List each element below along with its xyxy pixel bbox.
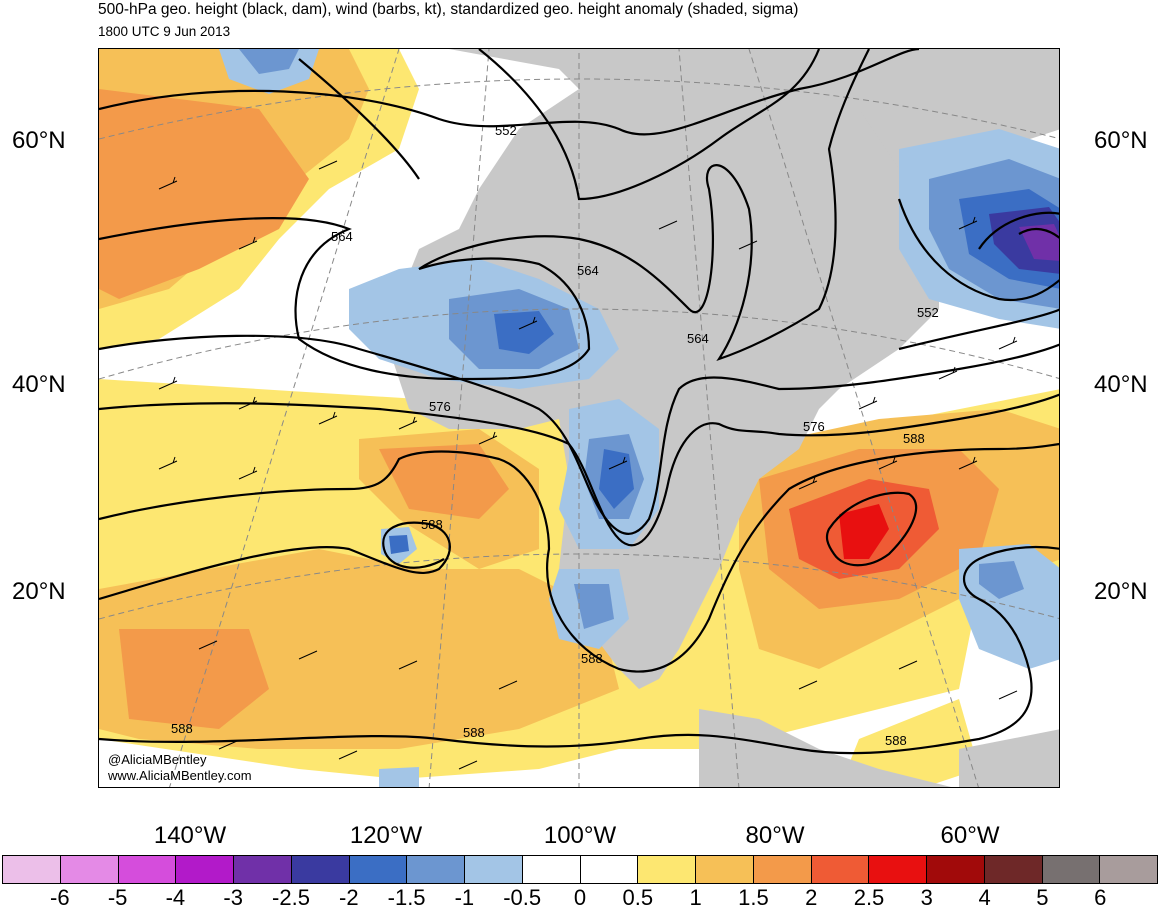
lat-label-left-40: 40°N bbox=[12, 371, 66, 398]
colorbar-label: 1.5 bbox=[738, 885, 769, 910]
colorbar-swatch bbox=[349, 856, 408, 883]
lon-label-100w: 100°W bbox=[543, 822, 617, 849]
anomaly-colorbar bbox=[2, 855, 1158, 884]
lat-label-right-40: 40°N bbox=[1094, 371, 1148, 398]
colorbar-swatch bbox=[60, 856, 119, 883]
colorbar-swatch bbox=[753, 856, 812, 883]
lat-label-right-60: 60°N bbox=[1094, 127, 1148, 154]
lon-label-140w: 140°W bbox=[153, 822, 227, 849]
contour-label: 576 bbox=[429, 399, 451, 414]
contour-label: 588 bbox=[421, 517, 443, 532]
colorbar-label: 1 bbox=[689, 885, 702, 910]
colorbar-label: 2.5 bbox=[853, 885, 885, 910]
colorbar-label: -4 bbox=[165, 885, 186, 910]
colorbar-label: 5 bbox=[1036, 885, 1049, 910]
colorbar-label: 4 bbox=[978, 885, 991, 910]
negative-anomaly-layer bbox=[219, 49, 1059, 787]
colorbar-label: -2.5 bbox=[272, 885, 310, 910]
contour-labels: 552 564 564 564 552 576 576 588 588 588 … bbox=[171, 123, 939, 748]
contour-label: 552 bbox=[495, 123, 517, 138]
colorbar-swatch bbox=[176, 856, 234, 883]
colorbar-swatch bbox=[522, 856, 581, 883]
colorbar-label: -1 bbox=[454, 885, 475, 910]
land-layer bbox=[389, 49, 1059, 787]
colorbar-label: -6 bbox=[50, 885, 70, 910]
lon-label-120w: 120°W bbox=[349, 822, 423, 849]
map-panel: 552 564 564 564 552 576 576 588 588 588 … bbox=[98, 48, 1060, 788]
contour-label: 564 bbox=[687, 331, 709, 346]
colorbar-label: 3 bbox=[920, 885, 933, 910]
contour-label: 564 bbox=[331, 229, 353, 244]
colorbar-label: -0.5 bbox=[503, 885, 542, 910]
colorbar-swatch bbox=[1100, 856, 1157, 883]
height-contours bbox=[99, 49, 1059, 755]
contour-label: 564 bbox=[577, 263, 599, 278]
map-canvas: 552 564 564 564 552 576 576 588 588 588 … bbox=[99, 49, 1059, 787]
contour-label: 588 bbox=[171, 721, 193, 736]
contour-label: 588 bbox=[581, 651, 603, 666]
colorbar-swatch bbox=[811, 856, 870, 883]
lon-label-80w: 80°W bbox=[745, 822, 805, 849]
contour-label: 588 bbox=[463, 725, 485, 740]
colorbar-swatch bbox=[696, 856, 754, 883]
colorbar-label: 0 bbox=[573, 885, 587, 910]
map-title: 500-hPa geo. height (black, dam), wind (… bbox=[98, 1, 799, 18]
colorbar-swatch bbox=[291, 856, 350, 883]
map-valid-time: 1800 UTC 9 Jun 2013 bbox=[98, 24, 231, 39]
colorbar-swatch bbox=[869, 856, 927, 883]
colorbar-label: -3 bbox=[223, 885, 243, 910]
colorbar-label: -2 bbox=[339, 885, 359, 910]
colorbar-label: -5 bbox=[107, 885, 128, 910]
colorbar-swatch bbox=[927, 856, 985, 883]
contour-label: 588 bbox=[903, 431, 925, 446]
colorbar-swatch bbox=[118, 856, 177, 883]
lon-label-60w: 60°W bbox=[940, 822, 1000, 849]
colorbar-swatch bbox=[234, 856, 292, 883]
lat-label-left-20: 20°N bbox=[12, 578, 66, 605]
colorbar-label: -1.5 bbox=[387, 885, 426, 910]
colorbar-swatch bbox=[638, 856, 696, 883]
lat-label-left-60: 60°N bbox=[12, 127, 66, 154]
colorbar-swatch bbox=[407, 856, 465, 883]
credit-handle: @AliciaMBentley bbox=[108, 752, 207, 767]
colorbar-label: 0.5 bbox=[622, 885, 654, 910]
positive-anomaly-3-layer bbox=[839, 504, 889, 559]
colorbar-label: 6 bbox=[1094, 885, 1107, 910]
colorbar-swatch bbox=[3, 856, 61, 883]
contour-label: 588 bbox=[885, 733, 907, 748]
colorbar-label: 2 bbox=[805, 885, 818, 910]
colorbar-swatch bbox=[465, 856, 523, 883]
contour-label: 576 bbox=[803, 419, 825, 434]
colorbar-swatch bbox=[580, 856, 639, 883]
colorbar-swatch bbox=[984, 856, 1043, 883]
contour-label: 552 bbox=[917, 305, 939, 320]
lat-label-right-20: 20°N bbox=[1094, 578, 1148, 605]
credit-site: www.AliciaMBentley.com bbox=[108, 768, 252, 783]
colorbar-swatch bbox=[1042, 856, 1101, 883]
wind-barbs bbox=[158, 160, 1018, 770]
